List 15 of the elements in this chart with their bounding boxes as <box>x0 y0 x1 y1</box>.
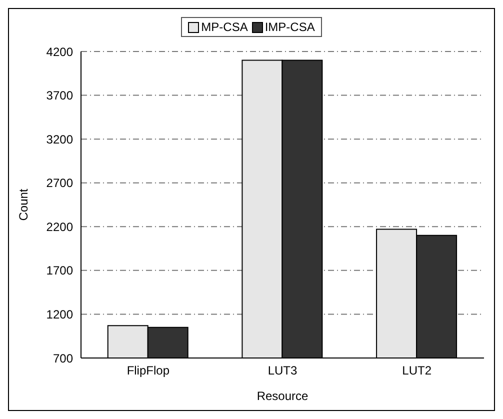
legend-label: MP-CSA <box>201 20 248 34</box>
y-tick-label: 2700 <box>46 176 74 190</box>
y-tick-label: 1700 <box>46 264 74 278</box>
y-axis-title: Count <box>16 188 30 221</box>
x-tick-label: FlipFlop <box>126 364 170 378</box>
y-tick-label: 3200 <box>46 132 74 146</box>
y-tick-label: 2200 <box>46 220 74 234</box>
y-tick-label: 4200 <box>46 44 74 59</box>
y-tick-label: 3700 <box>46 88 74 103</box>
x-tick-label: LUT3 <box>268 364 298 378</box>
y-tick-label: 1200 <box>46 307 74 322</box>
x-tick-label: LUT2 <box>402 364 432 378</box>
legend-label: IMP-CSA <box>264 20 315 34</box>
y-tick-label: 700 <box>52 351 74 366</box>
x-axis-title: Resource <box>256 389 309 403</box>
